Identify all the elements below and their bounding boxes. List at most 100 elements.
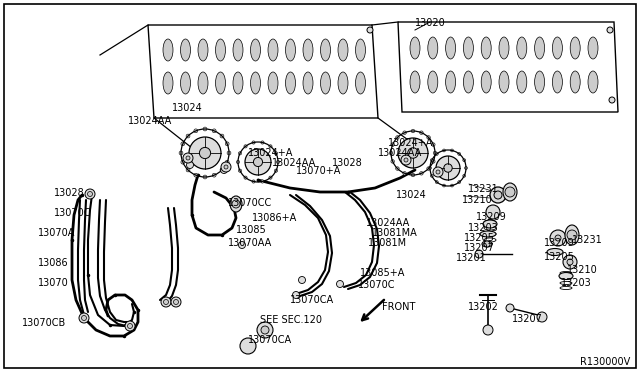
Ellipse shape xyxy=(303,39,313,61)
Circle shape xyxy=(433,151,436,155)
Text: 13070CB: 13070CB xyxy=(22,318,67,328)
Ellipse shape xyxy=(303,72,313,94)
Text: 13210: 13210 xyxy=(567,265,598,275)
Text: 13209: 13209 xyxy=(476,212,507,222)
Circle shape xyxy=(227,151,231,155)
Ellipse shape xyxy=(268,72,278,94)
Ellipse shape xyxy=(233,72,243,94)
Circle shape xyxy=(221,162,231,172)
Circle shape xyxy=(252,180,255,183)
Text: 13070+A: 13070+A xyxy=(296,166,341,176)
Circle shape xyxy=(396,167,399,170)
Circle shape xyxy=(163,299,168,305)
Ellipse shape xyxy=(588,71,598,93)
Ellipse shape xyxy=(355,72,365,94)
Circle shape xyxy=(398,138,428,168)
Circle shape xyxy=(555,235,561,241)
Circle shape xyxy=(442,184,445,187)
Circle shape xyxy=(261,141,264,144)
Ellipse shape xyxy=(163,39,173,61)
Circle shape xyxy=(173,299,179,305)
Text: 13231: 13231 xyxy=(572,235,603,245)
Circle shape xyxy=(261,326,269,334)
Circle shape xyxy=(232,200,240,208)
Ellipse shape xyxy=(198,72,208,94)
Text: 13081M: 13081M xyxy=(368,238,407,248)
Circle shape xyxy=(244,145,247,148)
Circle shape xyxy=(186,161,193,169)
Circle shape xyxy=(236,160,239,164)
Circle shape xyxy=(200,147,211,158)
Circle shape xyxy=(85,189,95,199)
Circle shape xyxy=(435,181,438,183)
Circle shape xyxy=(186,156,190,160)
Ellipse shape xyxy=(445,37,456,59)
Circle shape xyxy=(607,27,613,33)
Circle shape xyxy=(431,143,435,146)
Text: 13085+A: 13085+A xyxy=(360,268,405,278)
Circle shape xyxy=(261,180,264,183)
Text: 13085: 13085 xyxy=(236,225,267,235)
Circle shape xyxy=(550,230,566,246)
Circle shape xyxy=(403,171,406,175)
Circle shape xyxy=(427,167,430,170)
Circle shape xyxy=(404,158,408,162)
Circle shape xyxy=(490,187,506,203)
Circle shape xyxy=(403,131,406,134)
Text: 13207: 13207 xyxy=(512,314,543,324)
Text: 13028: 13028 xyxy=(54,188,84,198)
Circle shape xyxy=(257,322,273,338)
Circle shape xyxy=(389,151,393,155)
Ellipse shape xyxy=(480,231,496,237)
Circle shape xyxy=(125,321,135,331)
Circle shape xyxy=(189,137,221,169)
Ellipse shape xyxy=(250,39,260,61)
Ellipse shape xyxy=(481,71,492,93)
Circle shape xyxy=(435,153,438,155)
Circle shape xyxy=(212,129,216,133)
Ellipse shape xyxy=(552,71,563,93)
Circle shape xyxy=(186,134,190,138)
Ellipse shape xyxy=(233,39,243,61)
Circle shape xyxy=(203,127,207,131)
Circle shape xyxy=(221,167,227,173)
Ellipse shape xyxy=(163,72,173,94)
Circle shape xyxy=(220,134,224,138)
Circle shape xyxy=(429,167,431,169)
Text: SEE SEC.120: SEE SEC.120 xyxy=(260,315,322,325)
Circle shape xyxy=(240,338,256,354)
Ellipse shape xyxy=(250,72,260,94)
Circle shape xyxy=(269,176,272,179)
Circle shape xyxy=(275,152,278,155)
Ellipse shape xyxy=(499,37,509,59)
Text: 13070C: 13070C xyxy=(54,208,92,218)
Circle shape xyxy=(171,297,181,307)
Ellipse shape xyxy=(410,37,420,59)
Ellipse shape xyxy=(268,39,278,61)
Circle shape xyxy=(475,250,483,258)
Circle shape xyxy=(161,297,171,307)
Circle shape xyxy=(563,255,577,269)
Ellipse shape xyxy=(321,39,330,61)
Circle shape xyxy=(412,173,415,177)
Circle shape xyxy=(225,160,229,164)
Circle shape xyxy=(203,175,207,179)
Text: 13207: 13207 xyxy=(464,243,495,253)
Text: 13070A: 13070A xyxy=(38,228,76,238)
Text: 13024AA: 13024AA xyxy=(366,218,410,228)
Text: 13024+A: 13024+A xyxy=(388,138,433,148)
Text: 13086: 13086 xyxy=(38,258,68,268)
Ellipse shape xyxy=(180,39,191,61)
Text: 13205: 13205 xyxy=(464,233,495,243)
Ellipse shape xyxy=(483,220,497,228)
Circle shape xyxy=(225,142,229,146)
Circle shape xyxy=(483,325,493,335)
Text: 13024AA: 13024AA xyxy=(272,158,316,168)
Ellipse shape xyxy=(559,273,573,279)
Circle shape xyxy=(420,171,423,175)
Ellipse shape xyxy=(547,248,563,256)
Ellipse shape xyxy=(570,37,580,59)
Ellipse shape xyxy=(355,39,365,61)
Ellipse shape xyxy=(285,39,296,61)
Circle shape xyxy=(238,152,241,155)
